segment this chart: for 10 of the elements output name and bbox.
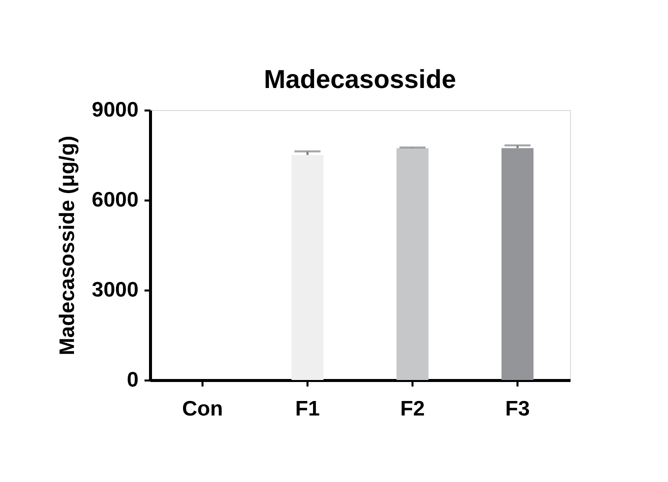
x-tick-label: Con [182,398,223,420]
y-axis-title: Madecasosside (μg/g) [56,136,79,356]
x-tick-label: F1 [295,398,320,420]
y-tick-label: 9000 [92,98,138,122]
x-tick-label: F3 [505,398,530,420]
chart-title: Madecasosside [264,64,456,94]
y-tick-label: 6000 [92,188,138,212]
y-tick-label: 3000 [92,278,138,302]
x-tick-label: F2 [400,398,425,420]
y-tick-label: 0 [126,368,138,392]
